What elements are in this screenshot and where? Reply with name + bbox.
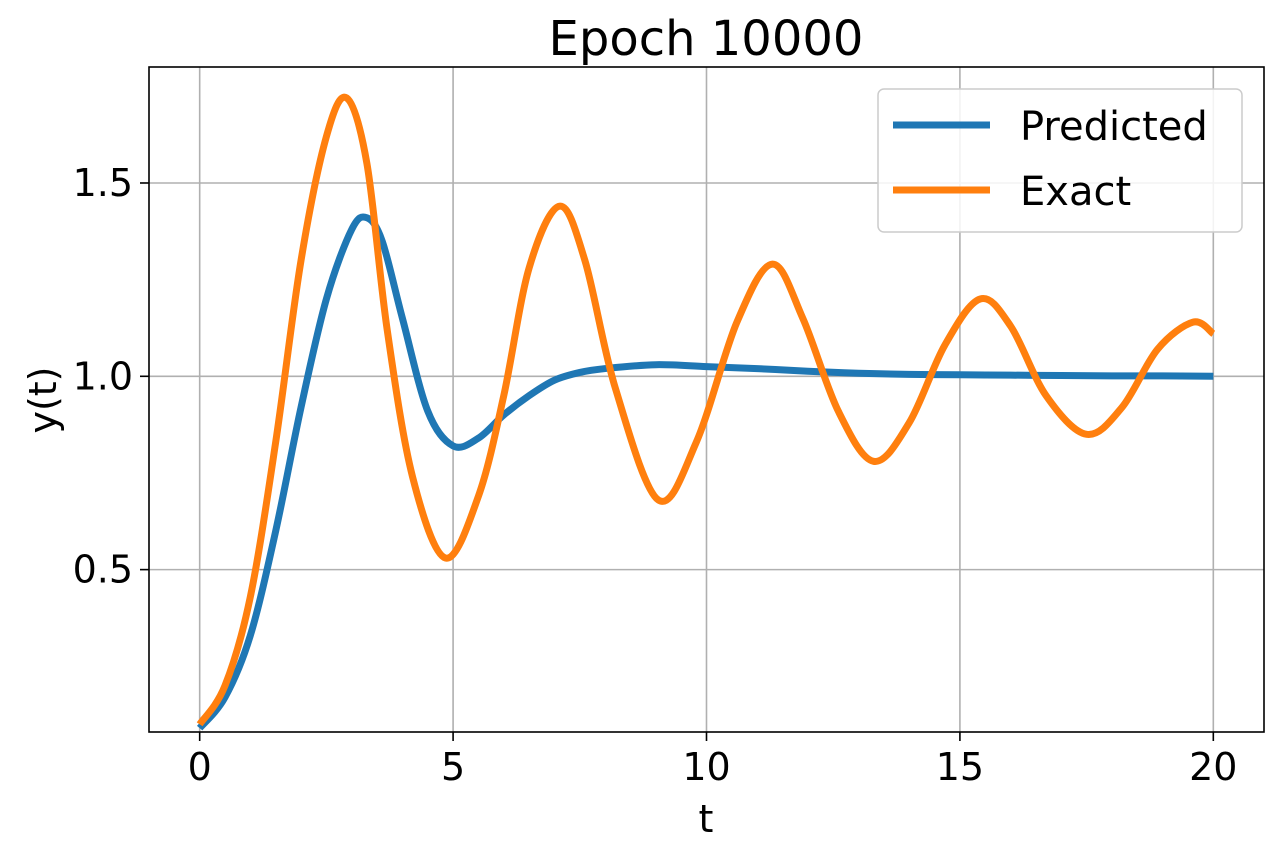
legend: Predicted Exact <box>877 88 1243 233</box>
y-tick-label: 1.0 <box>73 354 133 398</box>
x-axis-ticks: 0 5 10 15 20 <box>188 732 1237 789</box>
series-line-predicted <box>196 213 1214 731</box>
chart-title: Epoch 10000 <box>549 11 864 67</box>
x-axis-label: t <box>699 797 714 841</box>
legend-label-predicted: Predicted <box>1020 104 1208 150</box>
y-tick-label: 0.5 <box>73 548 133 592</box>
x-tick-label: 15 <box>936 745 984 789</box>
x-tick-label: 0 <box>188 745 212 789</box>
x-tick-label: 5 <box>441 745 465 789</box>
x-tick-label: 10 <box>682 745 730 789</box>
y-tick-label: 1.5 <box>73 161 133 205</box>
legend-label-exact: Exact <box>1020 169 1131 215</box>
y-axis-label: y(t) <box>21 366 65 433</box>
series-line-exact <box>196 93 1216 727</box>
x-tick-label: 20 <box>1189 745 1237 789</box>
y-axis-ticks: 0.5 1.0 1.5 <box>73 161 149 592</box>
plot-lines <box>196 93 1216 731</box>
